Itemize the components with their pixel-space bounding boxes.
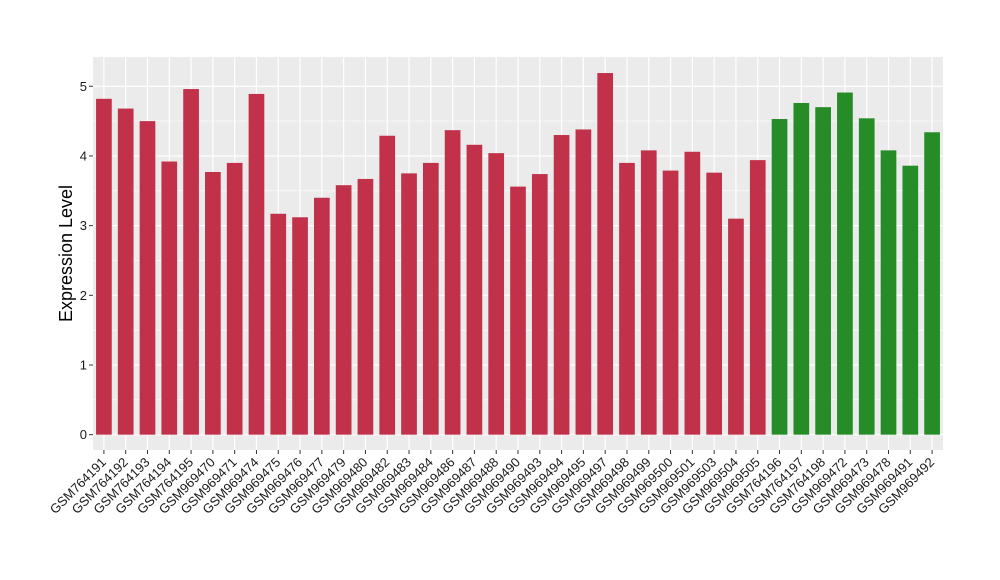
y-tick-label: 2 xyxy=(80,288,87,303)
bar-GSM969505 xyxy=(749,160,766,435)
bar-GSM969472 xyxy=(837,92,853,435)
bar-GSM969483 xyxy=(401,173,417,435)
bar-GSM764197 xyxy=(793,102,810,435)
bar-GSM969497 xyxy=(597,73,614,435)
bar-GSM969500 xyxy=(662,170,679,435)
bar-GSM969493 xyxy=(531,174,548,435)
y-tick-label: 4 xyxy=(80,148,87,163)
y-tick-label: 3 xyxy=(80,218,87,233)
bar-GSM969504 xyxy=(728,218,744,435)
bar-GSM764195 xyxy=(183,89,199,435)
bar-GSM969478 xyxy=(880,150,897,435)
bar-GSM764196 xyxy=(771,119,788,435)
bar-GSM764198 xyxy=(815,107,831,435)
bar-GSM969470 xyxy=(205,171,221,435)
y-tick-label: 5 xyxy=(80,79,87,94)
y-axis-title: Expression Level xyxy=(56,185,76,322)
bar-GSM969471 xyxy=(226,162,243,435)
y-axis-ticks: 0 1 2 3 4 5 xyxy=(80,79,93,442)
bar-GSM969498 xyxy=(619,162,635,435)
y-tick-label: 1 xyxy=(80,357,87,372)
x-axis-ticks: GSM764191GSM764192GSM764193GSM764194GSM7… xyxy=(47,450,937,517)
bar-GSM969487 xyxy=(466,144,483,435)
bar-GSM969494 xyxy=(553,135,570,435)
bar-GSM969486 xyxy=(444,130,461,435)
bar-GSM969484 xyxy=(422,162,439,435)
bar-GSM969490 xyxy=(510,186,526,435)
bar-GSM969474 xyxy=(248,93,265,435)
bar-GSM969503 xyxy=(706,172,722,435)
bar-GSM764193 xyxy=(139,121,156,435)
bar-GSM764192 xyxy=(117,108,134,435)
bar-GSM764194 xyxy=(161,161,178,435)
bar-GSM969488 xyxy=(488,153,505,435)
bar-GSM969495 xyxy=(575,129,592,435)
bar-GSM969499 xyxy=(640,150,657,435)
bar-GSM969473 xyxy=(858,118,875,435)
bar-GSM969476 xyxy=(292,217,308,435)
y-tick-label: 0 xyxy=(80,427,87,442)
bar-GSM969480 xyxy=(357,178,374,435)
bars xyxy=(96,73,940,435)
bar-GSM764191 xyxy=(96,98,112,435)
bar-GSM969501 xyxy=(684,151,701,435)
bar-GSM969475 xyxy=(270,213,287,435)
bar-GSM969479 xyxy=(335,185,352,435)
bar-GSM969477 xyxy=(314,197,330,435)
bar-GSM969492 xyxy=(924,132,940,435)
bar-GSM969491 xyxy=(902,165,919,435)
bar-GSM969482 xyxy=(379,135,396,435)
